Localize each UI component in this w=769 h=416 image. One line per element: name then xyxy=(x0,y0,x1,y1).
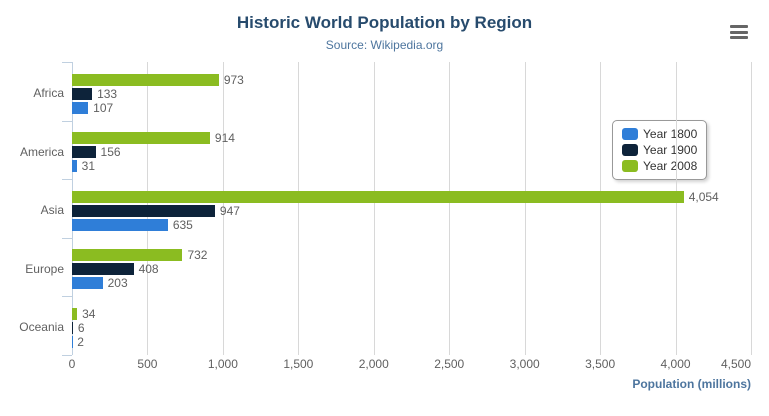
hamburger-menu-icon[interactable] xyxy=(730,25,748,39)
x-axis-label: 4,000 xyxy=(660,357,691,371)
legend-item-year-2008[interactable]: Year 2008 xyxy=(622,158,697,174)
y-axis-tick xyxy=(62,355,72,356)
gridline xyxy=(373,62,375,355)
hamburger-bar xyxy=(730,25,748,28)
bar-africa-year-1900[interactable] xyxy=(72,87,93,100)
category-label-africa: Africa xyxy=(33,86,64,100)
data-label-europe-year-1900: 408 xyxy=(138,262,159,277)
y-axis-tick xyxy=(62,179,72,181)
category-label-asia: Asia xyxy=(40,203,64,218)
legend-item-year-1800[interactable]: Year 1800 xyxy=(622,126,697,142)
bar-asia-year-1800[interactable] xyxy=(72,218,168,231)
x-axis-label: 3,000 xyxy=(509,357,540,371)
hamburger-bar xyxy=(730,30,748,34)
gridline xyxy=(600,62,602,355)
bar-africa-year-1800[interactable] xyxy=(72,101,89,114)
data-label-africa-year-2008: 973 xyxy=(223,72,244,87)
legend-swatch-year-2008 xyxy=(622,160,638,172)
bar-europe-year-1900[interactable] xyxy=(72,263,134,276)
data-label-oceania-year-2008: 34 xyxy=(82,306,96,321)
category-label-oceania: Oceania xyxy=(19,320,64,335)
bar-europe-year-1800[interactable] xyxy=(72,277,103,290)
x-axis-title: Population (millions) xyxy=(632,377,751,391)
gridline xyxy=(449,62,451,355)
data-label-oceania-year-1900: 6 xyxy=(77,320,85,335)
bar-america-year-2008[interactable] xyxy=(72,132,210,145)
gridline xyxy=(751,62,752,355)
bar-asia-year-1900[interactable] xyxy=(72,204,215,217)
data-label-africa-year-1800: 107 xyxy=(93,100,114,115)
bar-america-year-1800[interactable] xyxy=(72,160,77,173)
data-label-africa-year-1900: 133 xyxy=(97,86,118,101)
legend-label: Year 1900 xyxy=(643,143,698,157)
legend: Year 1800 Year 1900 Year 2008 xyxy=(612,120,708,180)
bar-asia-year-2008[interactable] xyxy=(72,190,684,203)
data-label-america-year-2008: 914 xyxy=(214,131,235,146)
chart-subtitle: Source: Wikipedia.org xyxy=(325,38,444,52)
gridline xyxy=(524,62,526,355)
bar-europe-year-2008[interactable] xyxy=(72,249,183,262)
y-axis-tick xyxy=(62,237,72,239)
x-axis-label: 2,000 xyxy=(358,357,389,371)
gridline xyxy=(675,62,677,355)
data-label-oceania-year-1800: 2 xyxy=(77,334,84,349)
x-axis-label: 1,500 xyxy=(283,357,314,371)
legend-item-year-1900[interactable]: Year 1900 xyxy=(622,142,697,158)
y-axis-tick xyxy=(62,296,72,298)
data-label-asia-year-1900: 947 xyxy=(219,203,240,218)
chart-title: Historic World Population by Region xyxy=(236,13,533,32)
bar-oceania-year-2008[interactable] xyxy=(72,307,78,320)
x-axis-label: 4,500 xyxy=(720,357,751,371)
x-axis-label: 0 xyxy=(68,357,76,371)
bar-oceania-year-1900[interactable] xyxy=(72,321,73,334)
data-label-america-year-1900: 156 xyxy=(100,145,121,160)
x-axis-label: 1,000 xyxy=(207,357,238,371)
legend-label: Year 2008 xyxy=(643,159,698,173)
x-axis-label: 500 xyxy=(137,357,158,371)
y-axis-tick xyxy=(62,62,72,63)
y-axis-tick xyxy=(62,120,72,122)
legend-label: Year 1800 xyxy=(643,127,698,141)
x-axis-label: 2,500 xyxy=(434,357,465,371)
legend-swatch-year-1900 xyxy=(622,144,638,156)
data-label-europe-year-1800: 203 xyxy=(107,276,128,291)
gridline xyxy=(298,62,300,355)
data-label-europe-year-2008: 732 xyxy=(187,248,208,263)
data-label-america-year-1800: 31 xyxy=(81,159,96,174)
gridline xyxy=(222,62,224,355)
bar-africa-year-2008[interactable] xyxy=(72,73,219,86)
data-label-asia-year-2008: 4,054 xyxy=(688,189,719,204)
data-label-asia-year-1800: 635 xyxy=(172,217,193,232)
x-axis-label: 3,500 xyxy=(585,357,616,371)
bar-america-year-1900[interactable] xyxy=(72,146,96,159)
legend-swatch-year-1800 xyxy=(622,128,638,140)
hamburger-bar xyxy=(730,36,748,39)
category-label-europe: Europe xyxy=(25,261,64,276)
category-label-america: America xyxy=(19,144,64,159)
